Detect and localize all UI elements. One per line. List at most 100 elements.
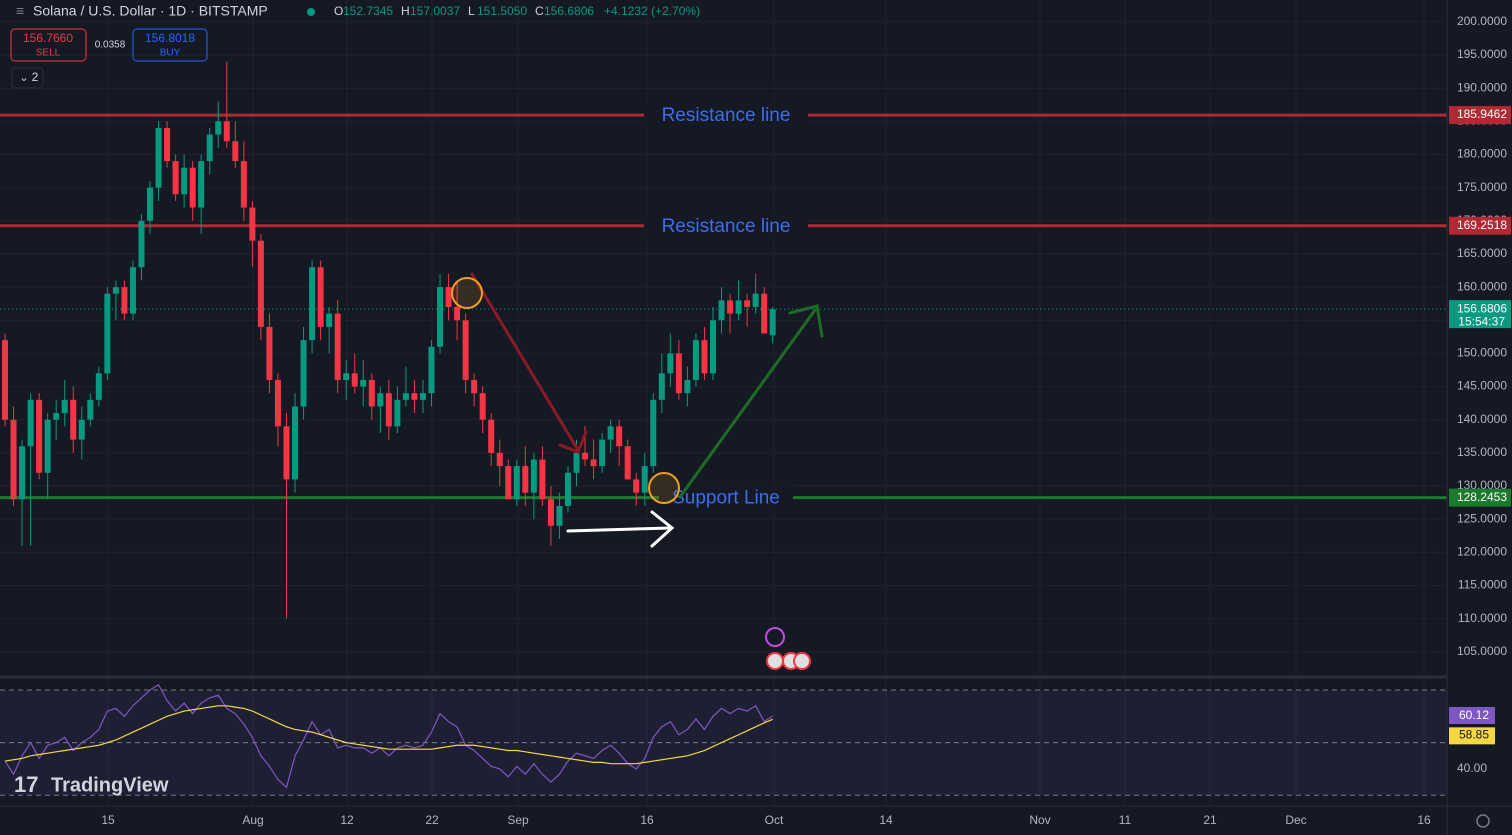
candle-body	[496, 452, 503, 467]
y-tick-label: 115.0000	[1458, 578, 1507, 592]
candle-body	[633, 479, 640, 493]
candle-body	[471, 379, 478, 394]
candle-body	[402, 393, 409, 400]
candle-body	[309, 267, 316, 341]
y-tick-label: 175.0000	[1457, 180, 1507, 194]
candle-body	[274, 379, 281, 427]
events	[765, 627, 811, 670]
rsi-ma-line	[4, 705, 773, 765]
x-tick-label: 11	[1119, 813, 1132, 827]
candle-body	[53, 413, 60, 420]
candle-body	[394, 399, 401, 427]
event-icon[interactable]	[766, 652, 784, 670]
candle-body	[411, 393, 418, 400]
candle-body	[684, 379, 691, 394]
up-arrow-head	[788, 304, 824, 338]
line-label-bg	[644, 103, 808, 128]
candle-body	[513, 466, 520, 500]
candle-body	[479, 393, 486, 420]
plot: Resistance line Resistance line Support Li…	[0, 61, 1447, 789]
chevron: ⌄	[19, 72, 28, 84]
candle-body	[240, 161, 247, 208]
sell-button[interactable]	[10, 28, 87, 62]
y-tick-label: 135.0000	[1457, 445, 1507, 459]
candle-body	[326, 313, 333, 327]
candle-body	[36, 399, 43, 473]
price-label-bg	[1449, 216, 1511, 235]
right-arrow-head	[650, 510, 675, 548]
line-label: Resistance line	[662, 216, 791, 237]
y-tick-label: 105.0000	[1457, 644, 1507, 658]
y-tick-label: 195.0000	[1457, 47, 1507, 61]
candle-body	[701, 340, 708, 374]
candle-body	[607, 426, 614, 440]
candle-body	[547, 499, 554, 526]
candle-body	[599, 439, 606, 467]
candle-body	[351, 373, 358, 387]
indicators-count: 2	[32, 70, 39, 84]
candle-body	[78, 419, 85, 440]
candle-body	[95, 373, 102, 400]
x-tick-label: Dec	[1285, 813, 1306, 827]
price-label: 185.9462	[1457, 107, 1507, 121]
sell-label: SELL	[36, 48, 61, 59]
candle-body	[761, 293, 768, 334]
candle-body	[428, 346, 435, 394]
x-tick-label: Sep	[507, 813, 529, 827]
rsi-ma-label-bg	[1449, 727, 1495, 745]
branding: 17 TradingView	[14, 772, 169, 797]
candle-body	[87, 399, 94, 420]
candle-body	[257, 240, 264, 327]
candle-body	[658, 373, 665, 400]
y-tick-label: 140.0000	[1457, 412, 1507, 426]
x-tick-label: 22	[425, 813, 439, 827]
candle-body	[104, 293, 111, 374]
candle-body	[112, 287, 119, 294]
event-icon[interactable]	[765, 627, 785, 647]
price-label-bg	[1449, 106, 1511, 125]
candle-body	[138, 220, 145, 268]
candle-body	[752, 293, 759, 307]
candle-body	[539, 459, 546, 500]
candle-body	[564, 472, 571, 506]
candle-body	[692, 340, 699, 380]
candle-body	[650, 399, 657, 467]
candle-body	[419, 393, 426, 400]
settings-icon[interactable]	[1476, 814, 1490, 828]
down-arrow-head	[558, 430, 588, 454]
price-label: 128.2453	[1457, 490, 1507, 504]
right-arrow	[566, 526, 672, 533]
ohlc-key: C	[535, 4, 544, 18]
price-label-bg	[1449, 488, 1511, 507]
candle-body	[641, 466, 648, 493]
line-label: Support Line	[672, 488, 780, 509]
candle-body	[530, 459, 537, 493]
y-tick-label: 180.0000	[1457, 147, 1507, 161]
candle-body	[360, 379, 367, 387]
candle-body	[215, 121, 222, 135]
y-tick-label: 200.0000	[1457, 14, 1507, 28]
candle-body	[181, 167, 188, 195]
logo-text: TradingView	[51, 774, 169, 796]
indicators-toggle[interactable]	[11, 67, 44, 89]
buy-button[interactable]	[132, 28, 208, 62]
candle-body	[769, 309, 776, 336]
y-tick-label: 165.0000	[1457, 246, 1507, 260]
rsi-ma-label: 58.85	[1459, 728, 1489, 742]
candle-body	[189, 167, 196, 208]
candle-body	[437, 287, 444, 347]
candle-body	[556, 505, 563, 526]
down-arrow	[470, 272, 580, 452]
last-price-bg	[1449, 300, 1511, 329]
candle-body	[385, 393, 392, 427]
buy-price: 156.8018	[145, 31, 195, 45]
event-icon[interactable]	[793, 652, 811, 670]
logo-mark: 17	[14, 772, 38, 797]
candle-body	[206, 134, 213, 162]
ohlc-value: 151.5050	[477, 4, 527, 18]
marker-circle	[451, 277, 483, 309]
rsi-value-label: 60.12	[1459, 708, 1489, 722]
menu-icon[interactable]: ≡	[16, 3, 24, 19]
annotations	[451, 272, 824, 548]
